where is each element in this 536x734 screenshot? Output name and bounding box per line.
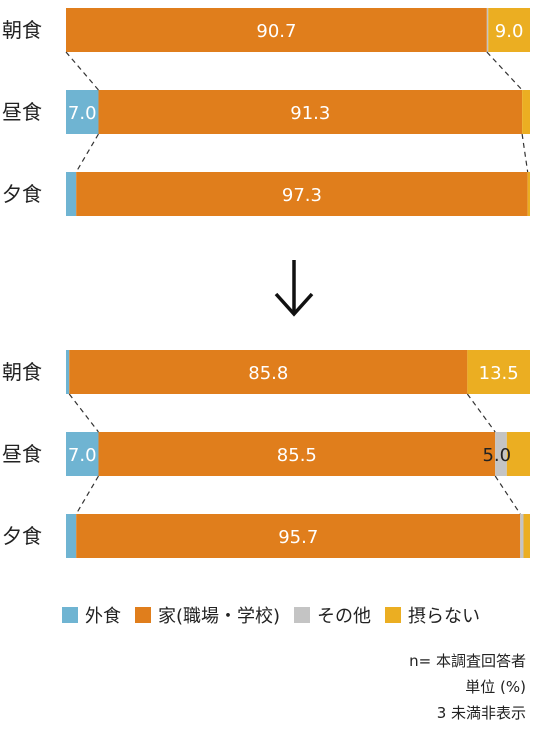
row-label: 夕食 bbox=[2, 524, 42, 548]
bar-segment-eating-out bbox=[66, 90, 99, 134]
bar-segment-skip bbox=[523, 514, 530, 558]
bar-segment-home bbox=[98, 432, 496, 476]
legend-swatch bbox=[294, 607, 311, 623]
bar-segment-eating-out bbox=[66, 514, 77, 558]
data-label: 7.0 bbox=[68, 445, 97, 466]
stacked-bar-chart: 朝食 90.7 9.0 昼食 7.0 91.3 夕食 97.3 朝食 85.8 13.5 昼食 7.0 8… bbox=[2, 8, 530, 558]
bar-segment-other bbox=[495, 432, 507, 476]
bar-segment-eating-out bbox=[66, 350, 70, 394]
connector-line bbox=[486, 51, 523, 91]
legend-label: 家(職場・学校) bbox=[158, 606, 281, 627]
bar-segment-home bbox=[69, 350, 468, 394]
down-arrow-icon bbox=[274, 260, 314, 317]
bar-segment-skip bbox=[467, 350, 530, 394]
legend-item-eating-out: 外食 bbox=[62, 602, 121, 628]
legend-item-other: その他 bbox=[294, 602, 371, 628]
bar-segment-skip bbox=[527, 172, 530, 216]
row-label: 朝食 bbox=[2, 18, 42, 42]
connector-line bbox=[466, 393, 496, 433]
bar-segment-skip bbox=[488, 8, 530, 52]
legend-item-skip: 摂らない bbox=[385, 602, 480, 628]
bar-segment-eating-out bbox=[66, 432, 99, 476]
connector-line bbox=[75, 133, 99, 173]
data-label: 91.3 bbox=[290, 103, 330, 124]
bar-segment-home bbox=[76, 514, 521, 558]
bar-segment-home bbox=[76, 172, 528, 216]
connector-line bbox=[494, 475, 521, 515]
connector-line bbox=[521, 133, 529, 173]
bar-segment-other bbox=[520, 514, 524, 558]
legend-swatch bbox=[62, 607, 78, 623]
data-label: 7.0 bbox=[68, 103, 97, 124]
data-label: 13.5 bbox=[479, 363, 519, 384]
note-sample: n= 本調査回答者 bbox=[409, 652, 526, 670]
data-label: 9.0 bbox=[495, 21, 524, 42]
note-threshold: 3 未満非表示 bbox=[436, 704, 526, 722]
row-label: 昼食 bbox=[2, 442, 42, 466]
legend-swatch bbox=[135, 607, 151, 623]
data-label: 97.3 bbox=[282, 185, 322, 206]
legend-label: 外食 bbox=[85, 606, 121, 627]
data-label: 85.5 bbox=[277, 445, 317, 466]
legend-label: 摂らない bbox=[408, 606, 481, 627]
connector-line bbox=[65, 51, 99, 91]
chart-notes: n= 本調査回答者 単位 (%) 3 未満非表示 bbox=[409, 648, 526, 726]
connector-line bbox=[75, 475, 99, 515]
data-label: 95.7 bbox=[278, 527, 318, 548]
legend-swatch bbox=[385, 607, 402, 623]
data-label: 5.0 bbox=[482, 445, 511, 466]
row-label: 朝食 bbox=[2, 360, 42, 384]
row-label: 昼食 bbox=[2, 100, 42, 124]
row-label: 夕食 bbox=[2, 182, 42, 206]
bar-segment-home bbox=[66, 8, 487, 52]
connector-line bbox=[68, 393, 99, 433]
legend: 外食 家(職場・学校) その他 摂らない bbox=[62, 602, 494, 628]
bar-segment-eating-out bbox=[66, 172, 77, 216]
bar-segment-skip bbox=[522, 90, 530, 134]
bar-segment-other bbox=[486, 8, 489, 52]
legend-label: その他 bbox=[317, 606, 372, 627]
note-unit: 単位 (%) bbox=[465, 678, 526, 696]
bar-segment-home bbox=[98, 90, 523, 134]
data-label: 90.7 bbox=[256, 21, 296, 42]
legend-item-home: 家(職場・学校) bbox=[135, 602, 280, 628]
bar-segment-skip bbox=[506, 432, 530, 476]
data-label: 85.8 bbox=[248, 363, 288, 384]
